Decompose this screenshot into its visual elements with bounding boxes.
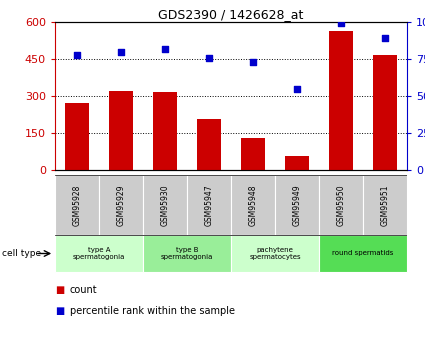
Bar bbox=[55, 235, 143, 272]
Text: GSM95948: GSM95948 bbox=[249, 184, 258, 226]
Point bbox=[162, 46, 168, 51]
Bar bbox=[197, 119, 221, 170]
Text: GSM95949: GSM95949 bbox=[292, 184, 301, 226]
Bar bbox=[373, 55, 397, 170]
Text: count: count bbox=[70, 285, 97, 295]
Text: GSM95929: GSM95929 bbox=[116, 184, 125, 226]
Bar bbox=[231, 175, 275, 235]
Text: ■: ■ bbox=[55, 306, 64, 316]
Bar bbox=[241, 138, 265, 170]
Point bbox=[294, 86, 300, 91]
Text: cell type: cell type bbox=[2, 249, 41, 258]
Text: GSM95930: GSM95930 bbox=[161, 184, 170, 226]
Point bbox=[118, 49, 125, 55]
Bar bbox=[99, 175, 143, 235]
Bar bbox=[143, 235, 231, 272]
Bar bbox=[109, 91, 133, 170]
Bar bbox=[319, 235, 407, 272]
Text: GSM95950: GSM95950 bbox=[337, 184, 346, 226]
Point bbox=[206, 55, 212, 60]
Bar bbox=[275, 175, 319, 235]
Bar bbox=[329, 31, 353, 170]
Point bbox=[249, 59, 256, 65]
Title: GDS2390 / 1426628_at: GDS2390 / 1426628_at bbox=[158, 8, 304, 21]
Text: GSM95928: GSM95928 bbox=[73, 184, 82, 226]
Bar bbox=[363, 175, 407, 235]
Bar bbox=[319, 175, 363, 235]
Text: round spermatids: round spermatids bbox=[332, 250, 394, 256]
Text: type B
spermatogonia: type B spermatogonia bbox=[161, 247, 213, 260]
Bar bbox=[285, 156, 309, 170]
Bar bbox=[187, 175, 231, 235]
Bar bbox=[153, 92, 177, 170]
Point bbox=[74, 52, 80, 57]
Bar bbox=[65, 104, 89, 170]
Text: percentile rank within the sample: percentile rank within the sample bbox=[70, 306, 235, 316]
Text: ■: ■ bbox=[55, 285, 64, 295]
Bar bbox=[143, 175, 187, 235]
Text: pachytene
spermatocytes: pachytene spermatocytes bbox=[249, 247, 301, 260]
Text: GSM95947: GSM95947 bbox=[204, 184, 213, 226]
Text: type A
spermatogonia: type A spermatogonia bbox=[73, 247, 125, 260]
Bar bbox=[231, 235, 319, 272]
Point bbox=[337, 21, 344, 26]
Text: GSM95951: GSM95951 bbox=[380, 184, 389, 226]
Point bbox=[382, 36, 388, 41]
Bar bbox=[55, 175, 99, 235]
